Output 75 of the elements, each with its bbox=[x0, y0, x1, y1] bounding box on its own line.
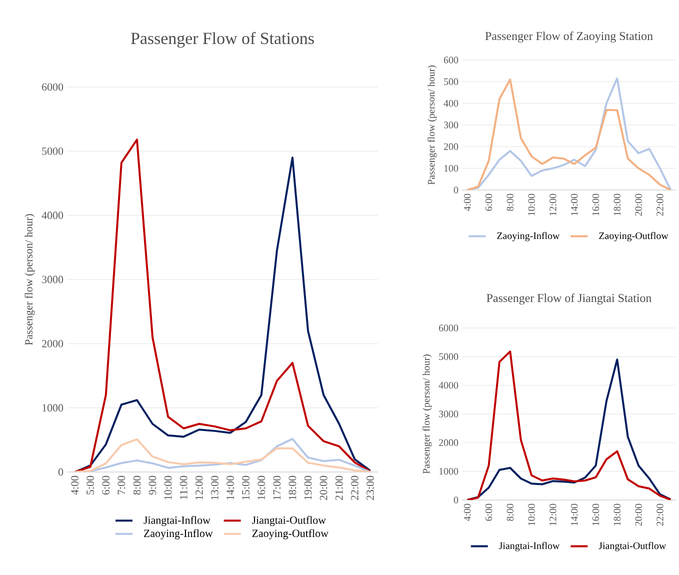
y-tick-label: 0 bbox=[454, 496, 458, 504]
chart-title: Passenger Flow of Jiangtai Station bbox=[486, 294, 652, 305]
x-tick-label: 14:00 bbox=[570, 194, 578, 216]
x-tick-label: 7:00 bbox=[118, 476, 126, 494]
y-tick-label: 100 bbox=[444, 164, 458, 172]
x-tick-label: 16:00 bbox=[592, 504, 600, 526]
x-tick-label: 10:00 bbox=[528, 504, 535, 526]
x-tick-label: 4:00 bbox=[464, 194, 471, 212]
y-tick-label: 0 bbox=[454, 186, 458, 194]
x-tick-label: 12:00 bbox=[550, 504, 556, 526]
y-tick-label: 5000 bbox=[439, 353, 458, 360]
y-tick-label: 4000 bbox=[42, 212, 64, 220]
x-tick-label: 4:00 bbox=[464, 504, 471, 522]
x-tick-label: 10:00 bbox=[164, 476, 172, 500]
legend-label: Jiangtai-Inflow bbox=[144, 516, 210, 526]
x-tick-label: 10:00 bbox=[528, 194, 535, 216]
x-tick-label: 20:00 bbox=[320, 476, 328, 500]
y-tick-label: 400 bbox=[444, 100, 458, 107]
y-tick-label: 300 bbox=[444, 122, 458, 128]
x-tick-label: 21:00 bbox=[335, 476, 343, 500]
legend-label: Zaoying-Outflow bbox=[252, 529, 328, 540]
x-tick-label: 16:00 bbox=[258, 476, 266, 500]
x-tick-label: 20:00 bbox=[635, 504, 642, 526]
x-tick-label: 9:00 bbox=[148, 476, 156, 495]
y-tick-label: 5000 bbox=[42, 147, 64, 155]
x-tick-label: 22:00 bbox=[656, 504, 664, 526]
x-tick-label: 5:00 bbox=[86, 476, 94, 494]
y-axis-title: Passenger flow (person/ hour) bbox=[422, 354, 432, 474]
y-tick-label: 2000 bbox=[439, 439, 458, 446]
x-tick-label: 6:00 bbox=[485, 194, 492, 211]
y-axis-title: Passenger flow (person/ hour) bbox=[428, 66, 437, 185]
x-tick-label: 13:00 bbox=[211, 476, 218, 500]
y-tick-label: 600 bbox=[444, 56, 458, 64]
x-tick-label: 14:00 bbox=[570, 504, 578, 526]
legend-label: Jiangtai-Outflow bbox=[252, 516, 326, 526]
y-tick-label: 6000 bbox=[438, 324, 458, 332]
x-tick-label: 23:00 bbox=[366, 476, 374, 500]
x-tick-label: 15:00 bbox=[242, 476, 250, 500]
x-tick-label: 14:00 bbox=[226, 476, 234, 500]
x-tick-label: 16:00 bbox=[592, 194, 600, 216]
x-tick-label: 20:00 bbox=[635, 194, 642, 216]
x-tick-label: 22:00 bbox=[656, 194, 664, 216]
y-tick-label: 500 bbox=[444, 78, 458, 86]
legend-label: Zaoying-Inflow bbox=[497, 232, 560, 242]
y-tick-label: 0 bbox=[58, 468, 64, 476]
legend-label: Zaoying-Inflow bbox=[144, 529, 213, 540]
x-tick-label: 19:00 bbox=[304, 476, 312, 500]
y-tick-label: 2000 bbox=[42, 340, 64, 348]
y-tick-label: 200 bbox=[444, 143, 458, 150]
x-tick-label: 18:00 bbox=[614, 504, 621, 526]
chart-title: Passenger Flow of Stations bbox=[131, 32, 314, 48]
x-tick-label: 18:00 bbox=[288, 476, 296, 500]
x-tick-label: 17:00 bbox=[273, 476, 281, 500]
x-tick-label: 4:00 bbox=[71, 476, 78, 495]
y-tick-label: 3000 bbox=[42, 276, 64, 284]
x-tick-label: 8:00 bbox=[133, 476, 141, 495]
y-tick-label: 1000 bbox=[42, 404, 64, 412]
x-tick-label: 11:00 bbox=[180, 476, 188, 500]
x-tick-label: 22:00 bbox=[350, 476, 358, 500]
x-tick-label: 8:00 bbox=[506, 504, 514, 521]
x-tick-label: 12:00 bbox=[550, 194, 556, 216]
y-tick-label: 4000 bbox=[438, 382, 458, 389]
y-tick-label: 3000 bbox=[439, 410, 458, 418]
x-tick-label: 12:00 bbox=[195, 476, 203, 500]
x-tick-label: 6:00 bbox=[102, 476, 110, 495]
legend-label: Zaoying-Outflow bbox=[599, 232, 668, 242]
x-tick-label: 6:00 bbox=[485, 504, 492, 521]
legend-label: Jiangtai-Inflow bbox=[499, 542, 560, 552]
y-axis-title: Passenger flow (person/ hour) bbox=[24, 214, 35, 346]
chart-title: Passenger Flow of Zaoying Station bbox=[485, 32, 653, 43]
y-tick-label: 1000 bbox=[439, 468, 458, 475]
y-tick-label: 6000 bbox=[42, 83, 64, 91]
x-tick-label: 18:00 bbox=[614, 194, 621, 216]
x-tick-label: 8:00 bbox=[506, 194, 514, 211]
legend-label: Jiangtai-Outflow bbox=[598, 542, 666, 552]
